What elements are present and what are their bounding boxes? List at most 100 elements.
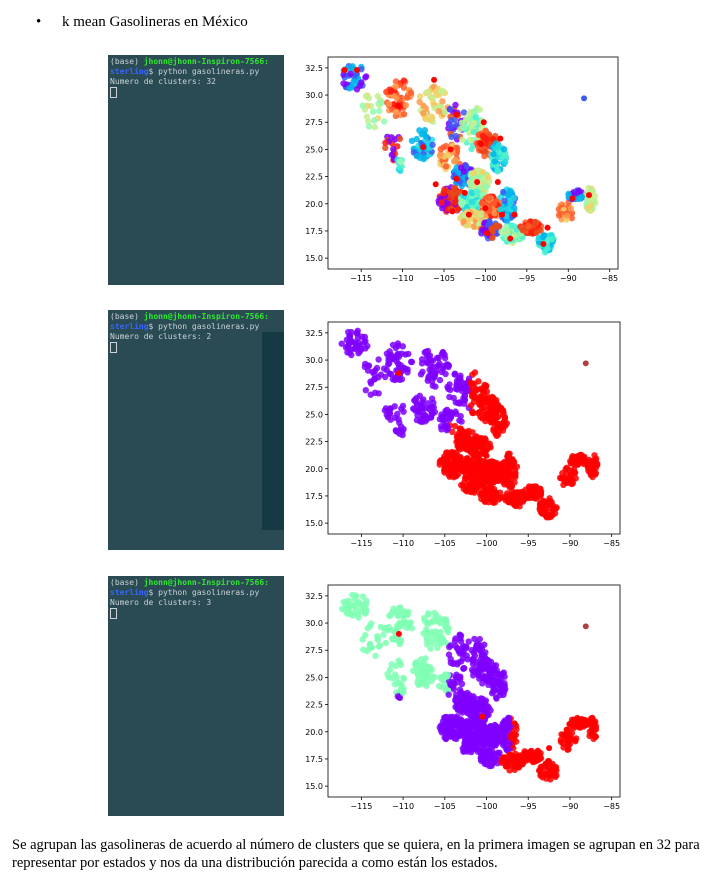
data-point (349, 63, 356, 70)
x-tick-label: −90 (561, 802, 578, 811)
data-point (387, 612, 394, 619)
centroid-point (479, 713, 486, 720)
section-heading: • k mean Gasolineras en México (36, 14, 248, 31)
data-point (359, 102, 366, 109)
data-point (552, 505, 560, 512)
terminal-cursor (110, 87, 117, 98)
data-point (501, 197, 508, 204)
data-point (452, 157, 459, 164)
data-point (475, 173, 483, 181)
data-point (552, 763, 560, 771)
data-point (374, 636, 381, 644)
data-point (452, 642, 459, 650)
data-point (468, 647, 475, 654)
data-point (465, 638, 472, 645)
data-point (506, 740, 513, 747)
data-point (504, 191, 512, 199)
data-point (483, 753, 490, 760)
command-text: $ python gasolineras.py (148, 588, 260, 597)
data-point (501, 473, 508, 480)
data-point (385, 101, 393, 108)
data-point (431, 673, 438, 681)
centroid-point (480, 119, 487, 126)
data-point (350, 609, 358, 617)
data-point (470, 119, 478, 127)
y-tick-label: 30.0 (305, 619, 323, 628)
data-point (375, 356, 382, 363)
data-point (579, 717, 586, 724)
data-point (396, 135, 404, 143)
data-point (404, 369, 411, 376)
data-point (422, 418, 429, 425)
data-point (338, 340, 345, 347)
data-point (468, 180, 475, 187)
data-point (477, 664, 484, 672)
data-point (486, 488, 493, 495)
data-point (503, 223, 510, 230)
data-point (480, 442, 487, 449)
data-point (567, 475, 575, 482)
data-point (363, 608, 370, 615)
data-point (589, 715, 596, 722)
data-point (457, 455, 464, 462)
prompt-user-host: jhonn@jhonn-Inspiron-7566: (143, 312, 269, 321)
data-point (389, 355, 396, 362)
data-point (420, 659, 427, 666)
data-point (561, 733, 568, 740)
data-point (418, 356, 426, 363)
data-point (470, 223, 478, 230)
data-point (448, 133, 455, 141)
data-point (457, 199, 465, 207)
data-point (501, 734, 508, 742)
data-point (467, 743, 475, 750)
data-point (466, 735, 474, 743)
prompt-prefix: (base) (110, 57, 144, 66)
data-point (479, 695, 486, 702)
data-point (398, 405, 405, 412)
plot-frame (327, 321, 621, 535)
data-point (447, 386, 454, 393)
data-point (392, 83, 399, 90)
x-tick-label: −95 (518, 274, 535, 283)
prompt-dir: sterling (110, 67, 149, 76)
data-point (548, 236, 555, 243)
data-point (364, 625, 371, 632)
data-point (546, 514, 553, 521)
data-point (447, 123, 455, 130)
centroid-point (453, 111, 460, 118)
data-point (355, 614, 362, 621)
data-point (396, 620, 404, 627)
data-point (458, 384, 465, 391)
data-point (519, 751, 527, 758)
data-point (491, 158, 498, 165)
data-point (485, 173, 492, 181)
data-point (494, 680, 501, 687)
data-point (432, 628, 439, 635)
data-point (438, 199, 446, 206)
centroid-point (494, 179, 501, 186)
data-point (340, 80, 347, 87)
data-point (463, 644, 470, 651)
data-point (400, 111, 408, 118)
data-point (509, 488, 516, 495)
data-point (384, 670, 391, 678)
data-point (493, 414, 500, 421)
data-point (437, 722, 445, 729)
data-point (469, 409, 477, 417)
data-point (504, 719, 511, 726)
data-point (541, 249, 549, 256)
data-point (530, 492, 537, 499)
data-point (355, 343, 362, 350)
data-point (507, 756, 514, 764)
data-point (469, 429, 476, 436)
centroid-point (474, 179, 481, 186)
data-point (340, 598, 347, 606)
data-point (449, 428, 456, 435)
data-point (387, 370, 395, 378)
data-point (501, 458, 508, 465)
centroid-point (449, 208, 456, 215)
data-point (460, 109, 468, 116)
data-point (465, 722, 472, 729)
data-point (466, 709, 473, 716)
data-point (447, 656, 454, 663)
